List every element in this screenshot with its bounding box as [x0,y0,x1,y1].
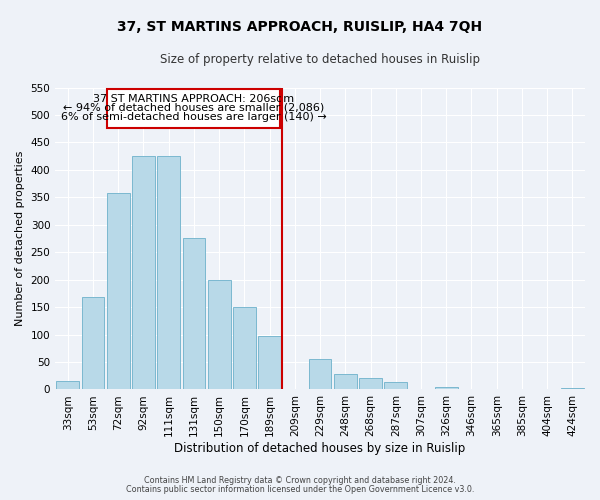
Bar [182,238,205,390]
Bar [56,381,79,390]
Bar [385,382,407,390]
Bar [132,156,155,390]
Bar [208,280,230,390]
Bar [82,297,104,390]
Bar [233,307,256,390]
Text: ← 94% of detached houses are smaller (2,086): ← 94% of detached houses are smaller (2,… [63,103,324,113]
Bar [309,360,331,390]
Text: 37 ST MARTINS APPROACH: 206sqm: 37 ST MARTINS APPROACH: 206sqm [93,94,294,104]
FancyBboxPatch shape [107,88,280,128]
Bar [258,336,281,390]
Text: Contains public sector information licensed under the Open Government Licence v3: Contains public sector information licen… [126,485,474,494]
Bar [359,378,382,390]
Bar [561,388,584,390]
Y-axis label: Number of detached properties: Number of detached properties [15,151,25,326]
Bar [435,388,458,390]
Text: 6% of semi-detached houses are larger (140) →: 6% of semi-detached houses are larger (1… [61,112,326,122]
Bar [157,156,180,390]
Text: 37, ST MARTINS APPROACH, RUISLIP, HA4 7QH: 37, ST MARTINS APPROACH, RUISLIP, HA4 7Q… [118,20,482,34]
Text: Contains HM Land Registry data © Crown copyright and database right 2024.: Contains HM Land Registry data © Crown c… [144,476,456,485]
Bar [107,194,130,390]
X-axis label: Distribution of detached houses by size in Ruislip: Distribution of detached houses by size … [175,442,466,455]
Bar [334,374,356,390]
Title: Size of property relative to detached houses in Ruislip: Size of property relative to detached ho… [160,52,480,66]
